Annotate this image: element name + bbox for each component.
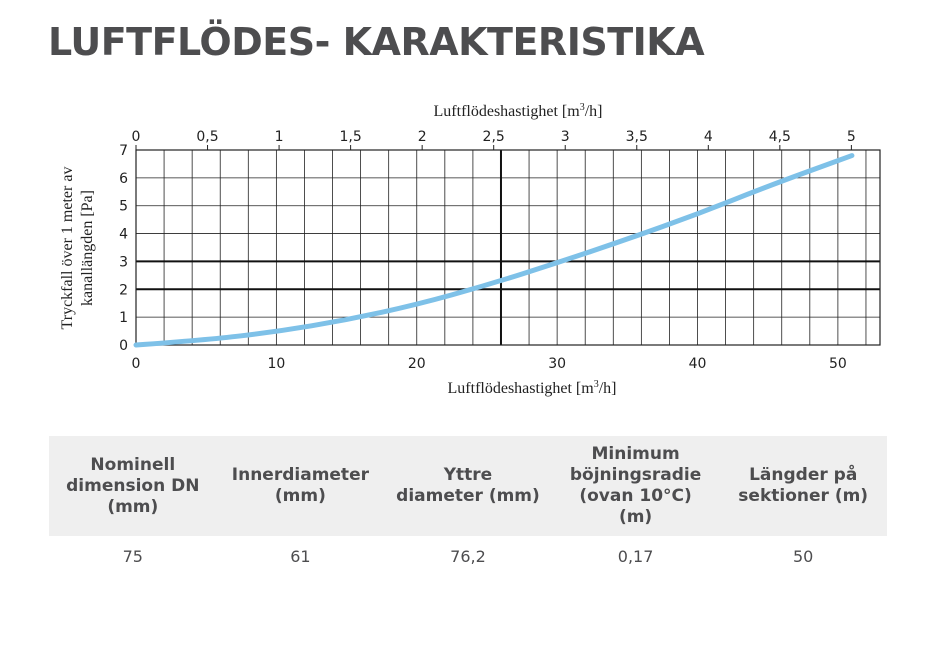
table-row: 75 61 76,2 0,17 50 — [49, 536, 887, 576]
top-tick-label: 2,5 — [483, 129, 505, 145]
top-tick-label: 3,5 — [626, 129, 648, 145]
top-tick-label: 0,5 — [196, 129, 218, 145]
cell-inner-diameter: 61 — [290, 546, 311, 566]
plot-frame — [135, 149, 881, 346]
spec-table-header-row: Nominell dimension DN (mm) Innerdiameter (m… — [49, 436, 887, 536]
pressure-drop-chart: 0 0,5 1 1,5 2 2,5 3 3,5 4 4,5 5 0 10 20 30 40 50 0 1 2 3 4 5… — [59, 102, 881, 397]
header-inner-diameter: Innerdiameter (mm) — [216, 436, 385, 536]
y-tick-label: 0 — [119, 338, 128, 354]
bottom-tick-label: 10 — [267, 356, 285, 372]
y-tick-label: 6 — [119, 171, 128, 187]
bottom-tick-label: 30 — [548, 356, 566, 372]
top-tick-label: 5 — [847, 129, 856, 145]
bottom-tick-label: 20 — [408, 356, 426, 372]
top-tick-label: 0 — [132, 129, 141, 145]
chart-grid — [136, 150, 880, 345]
y-tick-label: 5 — [119, 199, 128, 215]
y-tick-label: 7 — [119, 143, 128, 159]
top-tick-label: 3 — [561, 129, 570, 145]
bottom-axis-ticks: 0 10 20 30 40 50 — [132, 356, 847, 372]
y-tick-label: 3 — [119, 254, 128, 270]
y-tick-label: 2 — [119, 282, 128, 298]
top-axis-label: Luftflödeshastighet [m3/h] — [434, 102, 603, 120]
chart-bold-grid — [136, 150, 880, 345]
y-tick-label: 4 — [119, 227, 128, 243]
header-nominal-dimension: Nominell dimension DN (mm) — [49, 436, 217, 536]
page-title: LUFTFLÖDES- KARAKTERISTIKA — [48, 20, 705, 64]
top-tick-label: 2 — [418, 129, 427, 145]
cell-nominal-dimension: 75 — [122, 546, 143, 566]
y-axis-label-line2: kanallängden [Pa] — [79, 190, 96, 306]
top-axis-ticks: 0 0,5 1 1,5 2 2,5 3 3,5 4 4,5 5 — [132, 129, 856, 150]
y-axis-label-line1: Tryckfall över 1 meter av — [59, 167, 76, 330]
top-tick-label: 1 — [275, 129, 284, 145]
series-line — [133, 153, 855, 348]
top-tick-label: 1,5 — [339, 129, 361, 145]
top-tick-label: 4 — [704, 129, 713, 145]
bottom-tick-label: 40 — [689, 356, 707, 372]
bottom-tick-label: 0 — [132, 356, 141, 372]
bottom-axis-label: Luftflödeshastighet [m3/h] — [448, 379, 617, 397]
cell-section-lengths: 50 — [793, 546, 814, 566]
y-tick-label: 1 — [119, 310, 128, 326]
cell-outer-diameter: 76,2 — [450, 546, 486, 566]
cell-min-bend-radius: 0,17 — [617, 546, 654, 566]
spec-table: Nominell dimension DN (mm) Innerdiameter (m… — [49, 436, 887, 576]
header-outer-diameter: Yttre diameter (mm) — [384, 436, 552, 536]
header-min-bend-radius: Minimum böjningsradie (ovan 10°C) (m) — [551, 436, 720, 536]
top-tick-label: 4,5 — [769, 129, 791, 145]
y-axis-ticks: 0 1 2 3 4 5 6 7 — [119, 143, 128, 354]
bottom-tick-label: 50 — [829, 356, 847, 372]
header-section-lengths: Längder på sektioner (m) — [719, 436, 887, 536]
